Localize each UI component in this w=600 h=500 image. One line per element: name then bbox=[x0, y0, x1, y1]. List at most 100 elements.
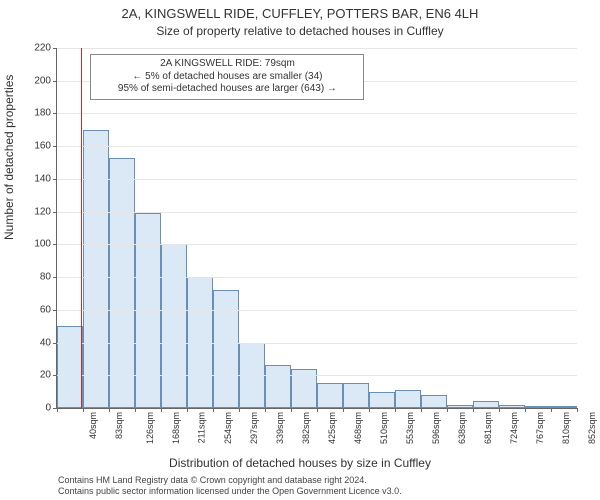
xtick-mark bbox=[473, 408, 474, 412]
bar bbox=[343, 383, 369, 408]
bar bbox=[499, 405, 525, 408]
bar bbox=[395, 390, 421, 408]
ytick-mark bbox=[53, 81, 57, 82]
xtick-mark bbox=[369, 408, 370, 412]
footnote: Contains HM Land Registry data © Crown c… bbox=[58, 475, 402, 497]
xtick-label: 40sqm bbox=[88, 412, 98, 439]
xtick-label: 254sqm bbox=[223, 412, 233, 444]
xtick-label: 596sqm bbox=[431, 412, 441, 444]
annotation-line3: 95% of semi-detached houses are larger (… bbox=[97, 83, 357, 96]
gridline bbox=[57, 244, 577, 245]
gridline bbox=[57, 113, 577, 114]
ytick-label: 160 bbox=[34, 141, 51, 152]
gridline bbox=[57, 310, 577, 311]
bars-layer bbox=[57, 48, 577, 408]
ytick-mark bbox=[53, 375, 57, 376]
bar bbox=[317, 383, 343, 408]
annotation-line1: 2A KINGSWELL RIDE: 79sqm bbox=[97, 58, 357, 71]
xtick-mark bbox=[161, 408, 162, 412]
ytick-mark bbox=[53, 277, 57, 278]
xtick-mark bbox=[343, 408, 344, 412]
bar bbox=[57, 326, 83, 408]
xtick-mark bbox=[317, 408, 318, 412]
footnote-line2: Contains public sector information licen… bbox=[58, 486, 402, 497]
xtick-mark bbox=[577, 408, 578, 412]
xtick-mark bbox=[57, 408, 58, 412]
gridline bbox=[57, 375, 577, 376]
xtick-label: 510sqm bbox=[379, 412, 389, 444]
xtick-label: 638sqm bbox=[457, 412, 467, 444]
bar bbox=[473, 401, 499, 408]
bar bbox=[83, 130, 109, 408]
xtick-mark bbox=[291, 408, 292, 412]
xtick-label: 126sqm bbox=[145, 412, 155, 444]
xtick-label: 168sqm bbox=[171, 412, 181, 444]
footnote-line1: Contains HM Land Registry data © Crown c… bbox=[58, 475, 402, 486]
plot-area: 02040608010012014016018020022040sqm83sqm… bbox=[56, 48, 577, 409]
xtick-mark bbox=[83, 408, 84, 412]
chart-subtitle: Size of property relative to detached ho… bbox=[0, 24, 600, 38]
bar bbox=[265, 365, 291, 408]
xtick-mark bbox=[265, 408, 266, 412]
xtick-label: 468sqm bbox=[353, 412, 363, 444]
xtick-label: 425sqm bbox=[327, 412, 337, 444]
y-axis-label: Number of detached properties bbox=[2, 75, 16, 240]
ytick-label: 140 bbox=[34, 173, 51, 184]
xtick-mark bbox=[239, 408, 240, 412]
xtick-label: 382sqm bbox=[301, 412, 311, 444]
gridline bbox=[57, 277, 577, 278]
xtick-mark bbox=[499, 408, 500, 412]
xtick-mark bbox=[187, 408, 188, 412]
ytick-mark bbox=[53, 146, 57, 147]
chart-title: 2A, KINGSWELL RIDE, CUFFLEY, POTTERS BAR… bbox=[0, 6, 600, 21]
ytick-mark bbox=[53, 212, 57, 213]
bar bbox=[525, 406, 551, 408]
ytick-label: 40 bbox=[40, 337, 51, 348]
xtick-label: 767sqm bbox=[535, 412, 545, 444]
xtick-label: 681sqm bbox=[483, 412, 493, 444]
ytick-mark bbox=[53, 244, 57, 245]
ytick-mark bbox=[53, 179, 57, 180]
xtick-mark bbox=[525, 408, 526, 412]
gridline bbox=[57, 343, 577, 344]
gridline bbox=[57, 146, 577, 147]
xtick-label: 211sqm bbox=[196, 412, 206, 443]
bar bbox=[109, 158, 135, 408]
xtick-mark bbox=[213, 408, 214, 412]
ytick-label: 20 bbox=[40, 370, 51, 381]
bar bbox=[369, 392, 395, 408]
xtick-label: 810sqm bbox=[561, 412, 571, 444]
ytick-label: 0 bbox=[45, 403, 51, 414]
x-axis-label: Distribution of detached houses by size … bbox=[0, 456, 600, 470]
bar bbox=[161, 244, 187, 408]
ytick-mark bbox=[53, 343, 57, 344]
ytick-mark bbox=[53, 113, 57, 114]
xtick-mark bbox=[109, 408, 110, 412]
ytick-label: 60 bbox=[40, 304, 51, 315]
chart-container: 2A, KINGSWELL RIDE, CUFFLEY, POTTERS BAR… bbox=[0, 0, 600, 500]
annotation-box: 2A KINGSWELL RIDE: 79sqm ← 5% of detache… bbox=[90, 54, 364, 100]
xtick-label: 83sqm bbox=[114, 412, 124, 439]
ytick-mark bbox=[53, 48, 57, 49]
ytick-label: 180 bbox=[34, 108, 51, 119]
xtick-mark bbox=[421, 408, 422, 412]
xtick-label: 852sqm bbox=[587, 412, 597, 444]
xtick-label: 297sqm bbox=[249, 412, 259, 444]
ytick-label: 120 bbox=[34, 206, 51, 217]
ytick-label: 220 bbox=[34, 43, 51, 54]
gridline bbox=[57, 48, 577, 49]
bar bbox=[551, 406, 577, 408]
gridline bbox=[57, 212, 577, 213]
xtick-label: 553sqm bbox=[405, 412, 415, 444]
xtick-mark bbox=[395, 408, 396, 412]
gridline bbox=[57, 179, 577, 180]
ytick-label: 80 bbox=[40, 272, 51, 283]
ytick-label: 100 bbox=[34, 239, 51, 250]
xtick-mark bbox=[135, 408, 136, 412]
reference-line bbox=[81, 48, 82, 408]
xtick-label: 339sqm bbox=[275, 412, 285, 444]
bar bbox=[447, 405, 473, 408]
xtick-mark bbox=[551, 408, 552, 412]
xtick-mark bbox=[447, 408, 448, 412]
bar bbox=[213, 290, 239, 408]
